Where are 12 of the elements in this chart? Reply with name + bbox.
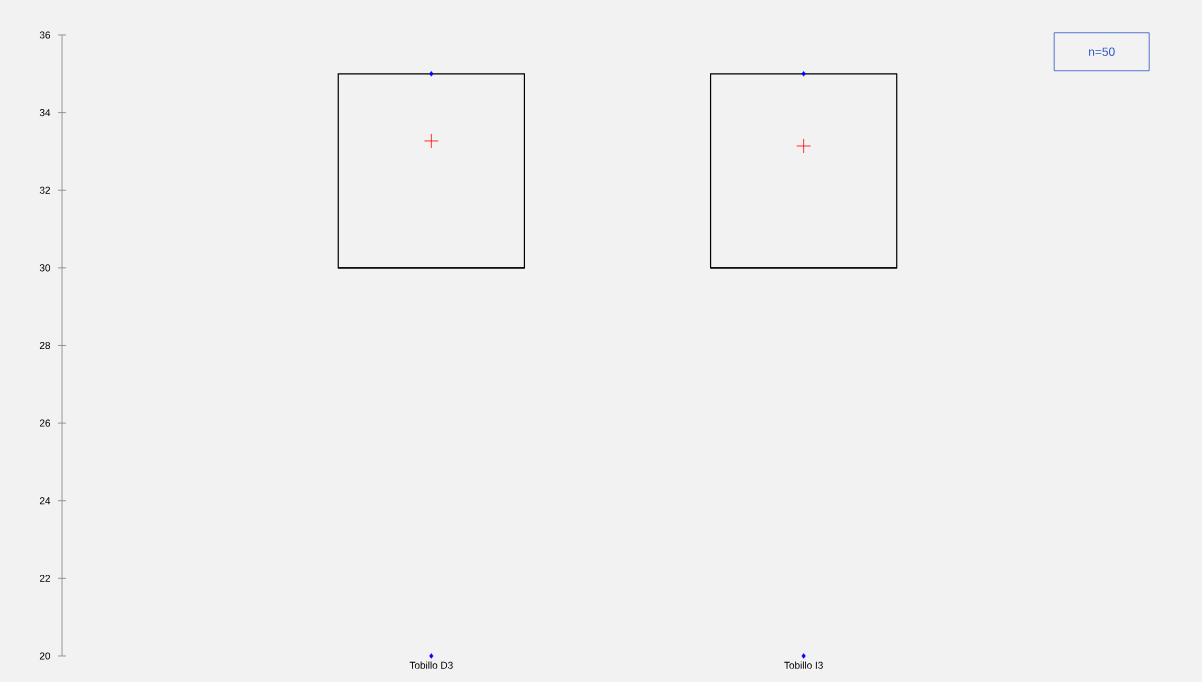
- x-tick-label: Tobillo D3: [409, 661, 453, 669]
- x-tick-label: Tobillo I3: [784, 661, 823, 669]
- y-tick-label: 20: [39, 652, 51, 660]
- y-tick-label: 28: [39, 341, 51, 350]
- y-tick-label: 24: [39, 497, 51, 505]
- y-tick-label: 36: [39, 31, 51, 39]
- y-tick-label: 34: [39, 109, 51, 117]
- y-tick-label: 22: [39, 574, 50, 582]
- y-tick-label: 30: [39, 264, 51, 272]
- y-tick-label: 26: [39, 419, 51, 427]
- y-tick-label: 32: [39, 186, 50, 194]
- text: n=50: [1089, 47, 1115, 56]
